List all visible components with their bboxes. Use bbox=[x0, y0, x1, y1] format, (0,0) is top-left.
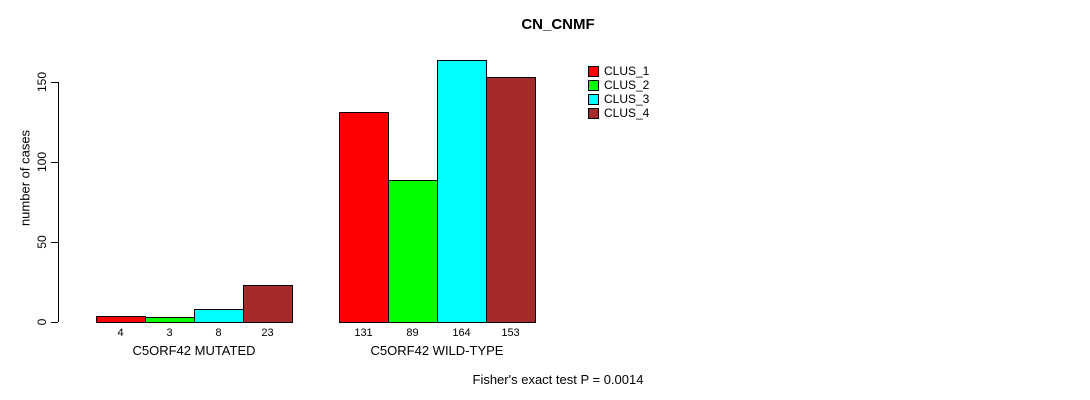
chart-title: CN_CNMF bbox=[521, 16, 595, 33]
y-axis-title: number of cases bbox=[17, 129, 33, 227]
bar-clus_3-wild-type bbox=[437, 60, 487, 323]
legend-swatch-icon bbox=[588, 79, 599, 91]
bar-clus_3-mutated bbox=[194, 309, 244, 323]
legend-label: CLUS_1 bbox=[604, 64, 650, 78]
legend-entry-clus_4: CLUS_4 bbox=[588, 106, 649, 120]
bar-clus_1-wild-type bbox=[339, 112, 389, 323]
legend-label: CLUS_3 bbox=[604, 92, 650, 106]
y-tick-label: 100 bbox=[35, 151, 49, 173]
bar-clus_1-mutated bbox=[96, 316, 146, 323]
y-tick-label: 0 bbox=[35, 318, 49, 326]
bar-value-label: 164 bbox=[452, 327, 471, 339]
bar-clus_2-wild-type bbox=[388, 180, 438, 323]
y-tick-mark bbox=[51, 242, 58, 243]
legend-swatch-icon bbox=[588, 93, 599, 105]
bar-value-label: 89 bbox=[406, 327, 419, 339]
bar-value-label: 131 bbox=[354, 327, 373, 339]
legend-entry-clus_3: CLUS_3 bbox=[588, 92, 649, 106]
bar-clus_2-mutated bbox=[145, 317, 195, 323]
legend-swatch-icon bbox=[588, 107, 599, 119]
x-category-label: C5ORF42 WILD-TYPE bbox=[370, 343, 504, 358]
bar-clus_4-wild-type bbox=[486, 77, 536, 323]
y-tick-label: 150 bbox=[35, 71, 49, 93]
x-category-label: C5ORF42 MUTATED bbox=[132, 343, 256, 358]
bar-value-label: 4 bbox=[117, 327, 124, 339]
bar-value-label: 3 bbox=[166, 327, 173, 339]
bar-value-label: 153 bbox=[501, 327, 520, 339]
legend-label: CLUS_2 bbox=[604, 78, 650, 92]
y-tick-mark bbox=[51, 162, 58, 163]
y-tick-label: 50 bbox=[35, 235, 49, 249]
bar-clus_4-mutated bbox=[243, 285, 293, 323]
legend-swatch-icon bbox=[588, 65, 599, 77]
legend: CLUS_1 CLUS_2 CLUS_3 CLUS_4 bbox=[588, 64, 649, 120]
y-tick-mark bbox=[51, 82, 58, 83]
y-tick-mark bbox=[51, 322, 58, 323]
fisher-test-annotation: Fisher's exact test P = 0.0014 bbox=[472, 372, 644, 387]
legend-entry-clus_2: CLUS_2 bbox=[588, 78, 649, 92]
bar-value-label: 23 bbox=[261, 327, 274, 339]
y-axis-line bbox=[58, 82, 59, 322]
legend-label: CLUS_4 bbox=[604, 106, 650, 120]
bar-value-label: 8 bbox=[215, 327, 222, 339]
legend-entry-clus_1: CLUS_1 bbox=[588, 64, 649, 78]
